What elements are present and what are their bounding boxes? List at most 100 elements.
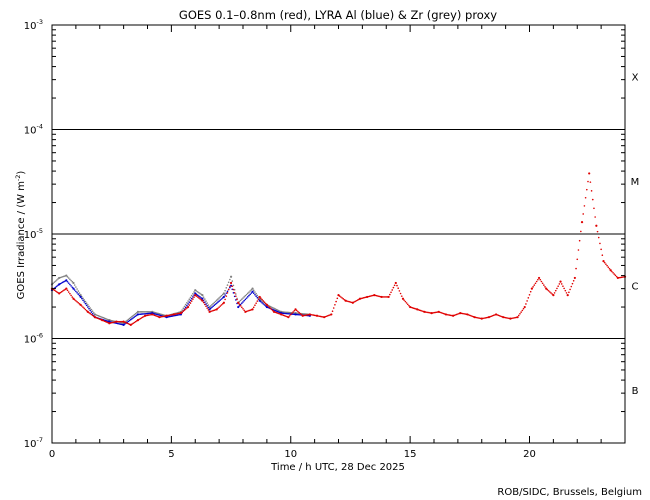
trace-dot bbox=[303, 313, 305, 315]
data-point bbox=[287, 316, 290, 319]
trace-dot bbox=[212, 302, 214, 305]
trace-dot bbox=[301, 312, 304, 315]
trace-dot bbox=[112, 320, 114, 322]
trace-dot bbox=[273, 307, 275, 310]
trace-dot bbox=[249, 293, 251, 296]
trace-dot bbox=[529, 290, 532, 293]
trace-dot bbox=[133, 321, 136, 324]
trace-dot bbox=[297, 310, 299, 313]
trace-dot bbox=[558, 283, 561, 285]
trace-dot bbox=[91, 314, 94, 317]
trace-dot bbox=[219, 305, 222, 307]
trace-dot bbox=[369, 295, 372, 297]
trace-dot bbox=[355, 299, 358, 302]
data-point bbox=[602, 260, 605, 263]
trace-dot bbox=[204, 303, 206, 306]
trace-dot bbox=[239, 304, 242, 307]
trace-dot bbox=[209, 305, 212, 307]
trace-dot bbox=[310, 313, 312, 316]
trace-dot bbox=[249, 290, 251, 292]
trace-dot bbox=[110, 321, 113, 324]
trace-dot bbox=[368, 295, 371, 298]
trace-dot bbox=[276, 309, 279, 311]
trace-dot bbox=[89, 309, 91, 312]
trace-dot bbox=[75, 286, 77, 288]
trace-dot bbox=[168, 314, 170, 317]
trace-dot bbox=[55, 279, 58, 281]
trace-dot bbox=[166, 316, 169, 318]
trace-dot bbox=[127, 322, 130, 325]
trace-dot bbox=[189, 299, 192, 302]
trace-dot bbox=[128, 317, 131, 320]
trace-dot bbox=[291, 312, 293, 315]
trace-dot bbox=[278, 309, 280, 312]
trace-dot bbox=[138, 313, 140, 316]
trace-dot bbox=[252, 289, 255, 292]
trace-dot bbox=[446, 313, 448, 316]
trace-dot bbox=[254, 291, 256, 293]
trace-dot bbox=[618, 276, 620, 279]
trace-dot bbox=[286, 312, 288, 315]
trace-dot bbox=[334, 303, 336, 306]
trace-dot bbox=[219, 299, 222, 301]
trace-dot bbox=[560, 283, 563, 285]
trace-dot bbox=[580, 230, 582, 233]
data-point bbox=[72, 287, 75, 290]
trace-dot bbox=[140, 317, 143, 319]
trace-dot bbox=[162, 315, 164, 318]
trace-dot bbox=[591, 198, 594, 201]
trace-dot bbox=[569, 288, 571, 291]
trace-dot bbox=[371, 294, 373, 297]
trace-dot bbox=[149, 311, 151, 313]
trace-dot bbox=[229, 278, 231, 281]
data-point bbox=[222, 301, 225, 304]
trace-dot bbox=[144, 311, 146, 313]
trace-dot bbox=[554, 289, 557, 292]
trace-dot bbox=[193, 296, 195, 298]
trace-dot bbox=[353, 301, 355, 303]
x-tick-label: 5 bbox=[168, 449, 174, 460]
trace-dot bbox=[141, 311, 144, 313]
trace-dot bbox=[434, 311, 436, 314]
trace-dot bbox=[187, 300, 189, 302]
trace-dot bbox=[171, 315, 174, 317]
trace-dot bbox=[389, 293, 391, 296]
trace-dot bbox=[225, 287, 228, 289]
trace-dot bbox=[242, 301, 244, 303]
trace-dot bbox=[188, 298, 191, 300]
trace-dot bbox=[61, 290, 64, 292]
trace-dot bbox=[233, 288, 236, 291]
trace-dot bbox=[241, 298, 243, 300]
trace-dot bbox=[78, 294, 81, 297]
trace-dot bbox=[199, 298, 201, 300]
trace-dot bbox=[332, 307, 335, 309]
data-point bbox=[115, 320, 118, 323]
data-point bbox=[516, 316, 519, 319]
trace-dot bbox=[282, 311, 285, 313]
trace-dot bbox=[141, 316, 144, 319]
trace-dot bbox=[272, 309, 274, 312]
x-tick-label: 10 bbox=[284, 449, 297, 460]
trace-dot bbox=[594, 216, 596, 218]
data-point bbox=[251, 290, 254, 293]
trace-dot bbox=[256, 296, 259, 299]
trace-dot bbox=[189, 302, 192, 304]
trace-dot bbox=[275, 310, 278, 312]
trace-dot bbox=[204, 301, 206, 304]
trace-dot bbox=[131, 315, 133, 318]
trace-dot bbox=[525, 303, 527, 305]
data-point bbox=[222, 295, 225, 299]
trace-dot bbox=[125, 320, 127, 323]
trace-dot bbox=[583, 205, 586, 207]
trace-dot bbox=[621, 276, 624, 278]
trace-dot bbox=[199, 292, 201, 295]
trace-dot bbox=[186, 302, 188, 304]
trace-dot bbox=[311, 314, 314, 316]
trace-dot bbox=[619, 276, 622, 279]
trace-dot bbox=[87, 306, 89, 308]
trace-dot bbox=[577, 249, 580, 251]
data-point bbox=[566, 294, 569, 297]
trace-dot bbox=[227, 288, 230, 291]
trace-dot bbox=[146, 311, 149, 313]
trace-dot bbox=[546, 288, 549, 291]
